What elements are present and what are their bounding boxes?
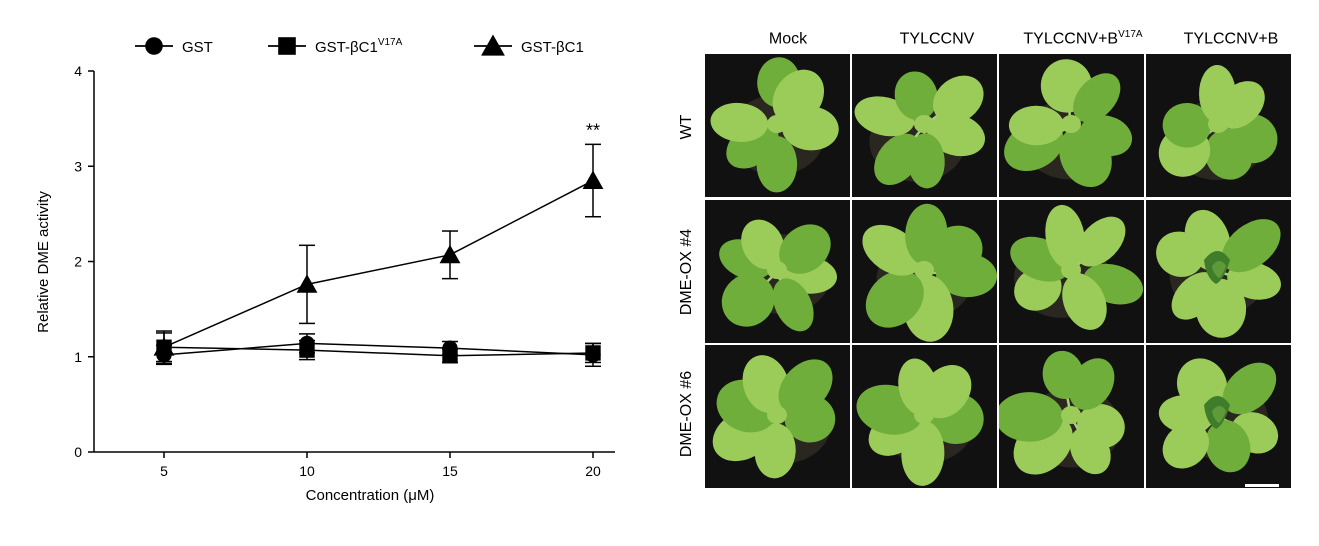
y-tick-label: 0 bbox=[74, 444, 82, 460]
plant-phenotype-panel: Mock TYLCCNV TYLCCNV+BV17A TYLCCNV+B WT … bbox=[668, 0, 1308, 546]
series-triangle bbox=[153, 143, 604, 363]
legend-marker bbox=[278, 37, 296, 55]
series-line bbox=[163, 179, 594, 348]
column-label-mock: Mock bbox=[768, 30, 808, 48]
scale-bar bbox=[1245, 484, 1279, 487]
legend-label: GST bbox=[182, 39, 213, 56]
plant-photo bbox=[852, 345, 997, 488]
column-label-tylccnv: TYLCCNV bbox=[899, 30, 975, 48]
legend-label: GST-βC1V17A bbox=[315, 37, 403, 56]
y-tick-label: 2 bbox=[74, 254, 82, 270]
row-label-dme-ox-4: DME-OX #4 bbox=[678, 228, 695, 316]
data-point bbox=[442, 348, 458, 364]
plant-photo bbox=[1146, 345, 1291, 488]
chart-axes: 0 1 2 3 4 5 10 15 20 bbox=[74, 63, 615, 479]
x-tick-label: 10 bbox=[299, 463, 315, 479]
x-axis-label: Concentration (μM) bbox=[306, 487, 435, 504]
plant-photo bbox=[1146, 54, 1291, 197]
y-tick-label: 1 bbox=[74, 349, 82, 365]
plant-photo bbox=[705, 54, 850, 197]
data-point bbox=[439, 244, 461, 264]
legend-marker bbox=[481, 34, 505, 56]
plant-photo bbox=[705, 345, 850, 488]
plant-photo bbox=[999, 54, 1144, 197]
plant-photo bbox=[852, 54, 997, 197]
column-label-tylccnv-b-v17a: TYLCCNV+BV17A bbox=[1023, 29, 1143, 48]
legend-label-superscript: V17A bbox=[378, 37, 403, 48]
data-point bbox=[585, 345, 601, 361]
legend-label: GST-βC1 bbox=[521, 39, 584, 56]
row-label-wt: WT bbox=[678, 114, 695, 140]
column-label-tylccnv-b: TYLCCNV+B bbox=[1183, 30, 1279, 48]
data-point bbox=[296, 274, 318, 293]
y-tick-label: 3 bbox=[74, 158, 82, 174]
series-line bbox=[163, 346, 594, 357]
plant-photo bbox=[999, 345, 1144, 488]
row-label-dme-ox-6: DME-OX #6 bbox=[678, 370, 695, 458]
legend-marker bbox=[145, 37, 163, 55]
x-tick-label: 15 bbox=[442, 463, 458, 479]
significance-annotation: ** bbox=[586, 120, 600, 140]
x-tick-label: 20 bbox=[585, 463, 601, 479]
plant-photo bbox=[852, 200, 997, 343]
plant-photo bbox=[999, 200, 1144, 343]
dme-activity-chart: GST GST-βC1V17A GST-βC1 0 1 2 3 4 5 10 15 20 ** Co… bbox=[35, 34, 615, 504]
series-square bbox=[156, 330, 601, 365]
data-point bbox=[153, 337, 175, 356]
chart-legend: GST GST-βC1V17A GST-βC1 bbox=[135, 34, 584, 56]
y-tick-label: 4 bbox=[74, 63, 82, 79]
y-axis-label: Relative DME activity bbox=[35, 191, 52, 333]
plant-photo bbox=[1146, 200, 1291, 343]
chart-series bbox=[153, 143, 604, 368]
data-point bbox=[582, 170, 604, 189]
plant-photo bbox=[705, 200, 850, 343]
data-point bbox=[299, 342, 315, 358]
series-circle bbox=[156, 333, 601, 368]
x-tick-label: 5 bbox=[160, 463, 168, 479]
